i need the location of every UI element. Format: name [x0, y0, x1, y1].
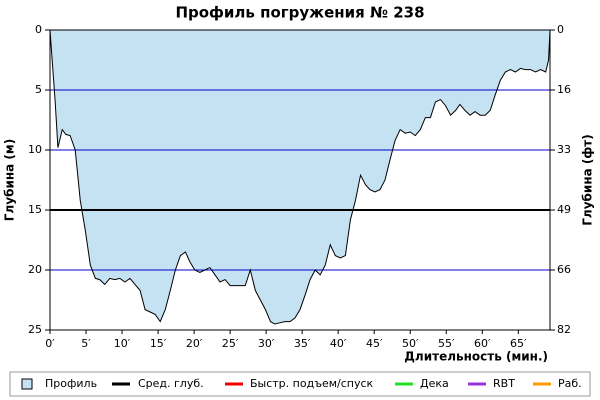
- legend-label: Профиль: [45, 377, 97, 390]
- x-tick-label: 40′: [330, 337, 347, 350]
- y-axis-title: Глубина (м): [3, 139, 17, 221]
- y2-tick-label: 82: [557, 323, 571, 336]
- legend-label: RBT: [493, 377, 515, 390]
- profile-area: [50, 30, 550, 324]
- plot-frame: [49, 29, 551, 331]
- legend-label: Раб.: [558, 377, 582, 390]
- profile-line: [49, 29, 551, 325]
- x-tick-label: 30′: [258, 337, 275, 350]
- y2-tick-label: 0: [557, 23, 564, 36]
- y2-tick-label: 66: [557, 263, 571, 276]
- legend-label: Дека: [420, 377, 449, 390]
- y2-tick-label: 49: [557, 203, 571, 216]
- x-tick-label: 5′: [81, 337, 91, 350]
- x-axis-title: Длительность (мин.): [404, 350, 548, 364]
- x-tick-label: 35′: [294, 337, 311, 350]
- legend-label: Сред. глуб.: [138, 377, 204, 390]
- x-tick-label: 0′: [45, 337, 55, 350]
- y-tick-label: 10: [28, 143, 42, 156]
- x-tick-label: 25′: [222, 337, 239, 350]
- x-tick-label: 10′: [114, 337, 131, 350]
- y2-tick-label: 16: [557, 83, 571, 96]
- y-tick-label: 15: [28, 203, 42, 216]
- y-tick-label: 5: [35, 83, 42, 96]
- x-tick-label: 55′: [438, 337, 455, 350]
- legend-swatch: [21, 378, 33, 390]
- y2-tick-label: 33: [557, 143, 571, 156]
- legend-box: [9, 371, 591, 397]
- x-tick-label: 45′: [366, 337, 383, 350]
- x-tick-label: 50′: [402, 337, 419, 350]
- legend-label: Быстр. подъем/спуск: [250, 377, 374, 390]
- y-tick-label: 0: [35, 23, 42, 36]
- chart-title: Профиль погружения № 238: [175, 4, 424, 22]
- y2-axis-title: Глубина (фт): [581, 134, 595, 225]
- x-tick-label: 20′: [186, 337, 203, 350]
- x-tick-label: 15′: [150, 337, 167, 350]
- y-tick-label: 25: [28, 323, 42, 336]
- x-tick-label: 65′: [510, 337, 527, 350]
- y-tick-label: 20: [28, 263, 42, 276]
- x-tick-label: 60′: [474, 337, 491, 350]
